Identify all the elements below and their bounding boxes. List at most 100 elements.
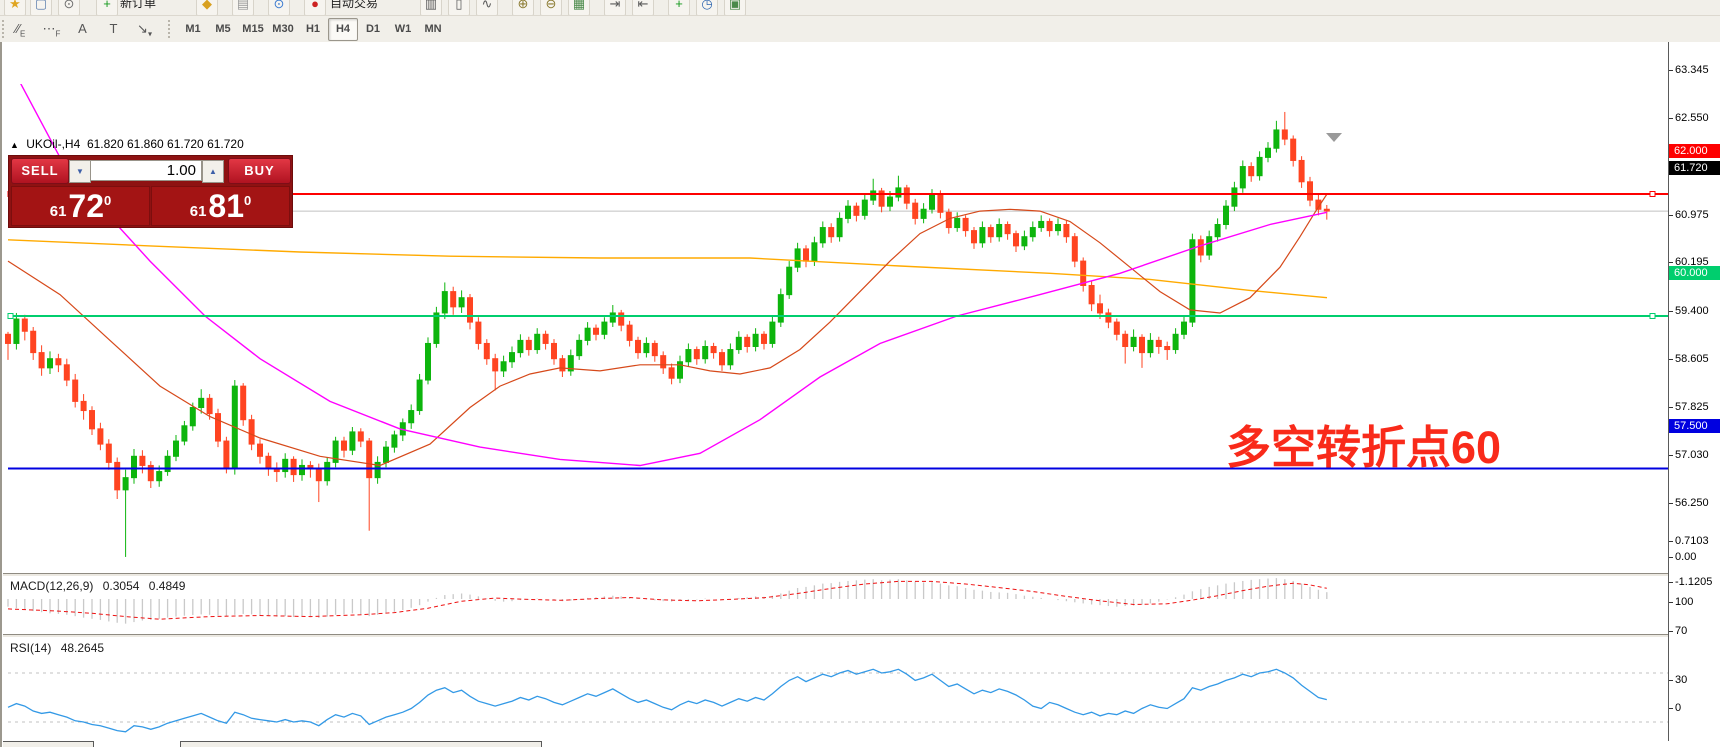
rsi-scale-label: 70 <box>1675 625 1688 637</box>
ma-slow-orange <box>7 239 1328 299</box>
price-scale-label: 63.345 <box>1675 63 1709 76</box>
hline-anchor[interactable] <box>7 313 14 319</box>
rsi-scale-label: 100 <box>1675 596 1694 608</box>
macd-signal-line <box>7 580 1327 620</box>
macd-scale-label: 0.00 <box>1675 551 1697 563</box>
axis-tick <box>1669 118 1673 120</box>
volume-increase-button[interactable]: ▲ <box>202 160 224 183</box>
price-scale-label: 60.195 <box>1675 256 1709 269</box>
autotrade-icon[interactable]: ● <box>304 0 326 15</box>
timeframe-button-MN[interactable]: MN <box>424 23 442 35</box>
price-scale-label: 58.605 <box>1675 353 1709 366</box>
tile-windows-icon[interactable]: ▦ <box>568 0 590 15</box>
rsi-scale-label: 0 <box>1675 702 1682 714</box>
sell-price-display[interactable]: 61 72 0 <box>11 186 150 226</box>
price-axis-line <box>1668 42 1669 741</box>
period-icon[interactable]: ◷ <box>696 0 718 15</box>
collapse-triangle-icon[interactable]: ▲ <box>10 140 19 150</box>
buy-button[interactable]: BUY <box>228 158 291 184</box>
autotrade-label[interactable]: 自动交易 <box>330 0 379 10</box>
line-chart-icon[interactable]: ∿ <box>476 0 498 15</box>
axis-tick <box>1669 602 1673 603</box>
rsi-line <box>7 668 1327 733</box>
timeframe-button-H1[interactable]: H1 <box>305 23 321 35</box>
volume-input[interactable] <box>90 160 202 181</box>
rsi-label: RSI(14) 48.2645 <box>10 641 105 655</box>
timeframe-button-W1[interactable]: W1 <box>394 23 412 35</box>
price-scale-label: 56.250 <box>1675 496 1709 509</box>
price-axis[interactable]: 63.345 62.550 60.975 60.195 59.400 58.605 57.8… <box>1669 42 1720 741</box>
macd-scale-label: -1.1205 <box>1675 575 1713 588</box>
macd-pane: MACD(12,26,9) 0.3054 0.4849 <box>0 576 1668 634</box>
toolbar-top: 新订单 自动交易 ★ ▢ ⊙ + ◆ ▤ ⊙ ● ▥ ▯ ∿ ⊕ ⊖ ▦ ⇥ ⇤ + ◷ ▣ <box>0 0 1720 16</box>
main-chart-pane: ▲ UKOil-,H4 61.820 61.860 61.720 61.720 … <box>0 84 1668 573</box>
ma-mid-vermilion <box>7 193 1328 467</box>
chart-shift-marker-icon[interactable] <box>1326 133 1342 142</box>
new-order-icon[interactable]: + <box>96 0 118 15</box>
data-window-icon[interactable]: ▤ <box>232 0 254 15</box>
bar-chart-icon[interactable]: ▥ <box>420 0 442 15</box>
macd-scale-label: 0.7103 <box>1675 535 1709 548</box>
autoscroll-icon[interactable]: ⇥ <box>604 0 626 15</box>
buy-price-pips: 81 <box>208 188 245 224</box>
navigator-icon[interactable]: ⊙ <box>268 0 290 15</box>
macd-histogram <box>7 578 1328 624</box>
price-tag-61.720: 61.720 <box>1669 161 1720 176</box>
chart-shift-icon[interactable]: ⇤ <box>632 0 654 15</box>
hline-anchor[interactable] <box>1649 313 1656 319</box>
sell-button[interactable]: SELL <box>11 158 69 184</box>
timeframe-button-M15[interactable]: M15 <box>242 23 264 35</box>
zoom-out-icon[interactable]: ⊖ <box>540 0 562 15</box>
buy-price-point: 0 <box>244 192 252 208</box>
macd-chart <box>7 578 1328 624</box>
search-icon[interactable]: ⊙ <box>58 0 80 15</box>
axis-tick <box>1669 214 1673 216</box>
toolbar-grip[interactable] <box>2 20 7 38</box>
axis-tick <box>1669 581 1673 583</box>
axis-tick <box>1669 310 1673 312</box>
add-indicator-icon[interactable]: + <box>668 0 690 15</box>
one-click-trading-panel: SELL ▼ ▲ BUY 61 72 0 61 81 0 <box>8 155 293 228</box>
axis-tick <box>1669 557 1673 558</box>
text-tool[interactable]: A <box>78 21 87 36</box>
buy-price-display[interactable]: 61 81 0 <box>151 186 290 226</box>
template-icon[interactable]: ▣ <box>724 0 746 15</box>
chart-window: ▲ UKOil-,H4 61.820 61.860 61.720 61.720 … <box>0 42 1720 747</box>
timeframe-button-D1[interactable]: D1 <box>365 23 381 35</box>
fibonacci-tool[interactable]: ⋯F <box>42 21 61 39</box>
price-tag-60.000: 60.000 <box>1669 266 1720 280</box>
favorites-star-icon[interactable]: ★ <box>4 0 26 15</box>
timeframe-button-M1[interactable]: M1 <box>185 23 201 35</box>
hline-anchor[interactable] <box>1649 191 1656 197</box>
sell-price-handle: 61 <box>49 202 67 220</box>
new-order-label[interactable]: 新订单 <box>120 0 157 10</box>
price-scale-label: 57.030 <box>1675 449 1709 462</box>
arrows-tool[interactable]: ↘▾ <box>137 21 152 39</box>
axis-tick <box>1669 502 1673 504</box>
marketwatch-icon[interactable]: ◆ <box>196 0 218 15</box>
price-tag-62.000: 62.000 <box>1669 144 1720 158</box>
window-edge <box>0 42 3 747</box>
timeframe-button-M5[interactable]: M5 <box>215 23 231 35</box>
axis-tick <box>1669 69 1673 71</box>
axis-tick <box>1669 262 1673 264</box>
price-scale-label: 57.825 <box>1675 400 1709 413</box>
label-tool[interactable]: T <box>109 21 118 36</box>
price-scale-label: 62.550 <box>1675 112 1709 125</box>
timeframe-button-H4[interactable]: H4 <box>328 18 358 41</box>
rsi-scale-label: 30 <box>1675 674 1688 686</box>
new-window-icon[interactable]: ▢ <box>30 0 52 15</box>
timeframe-button-M30[interactable]: M30 <box>272 23 294 35</box>
channel-tool[interactable]: ∕∕E <box>15 21 26 39</box>
toolbar-drawing-timeframes: ∕∕E ⋯F A T ↘▾ M1 M5 M15 M30 H1 H4 D1 W1 MN <box>0 16 1720 43</box>
candle-chart-icon[interactable]: ▯ <box>448 0 470 15</box>
zoom-in-icon[interactable]: ⊕ <box>512 0 534 15</box>
volume-decrease-button[interactable]: ▼ <box>69 160 91 183</box>
price-tag-57.500: 57.500 <box>1669 418 1720 433</box>
axis-tick <box>1669 359 1673 361</box>
annotation-text[interactable]: 多空转折点60 <box>1226 422 1502 473</box>
buy-price-handle: 61 <box>189 202 207 220</box>
toolbar-grip[interactable] <box>168 20 173 38</box>
ma-fast-magenta <box>20 84 1328 467</box>
